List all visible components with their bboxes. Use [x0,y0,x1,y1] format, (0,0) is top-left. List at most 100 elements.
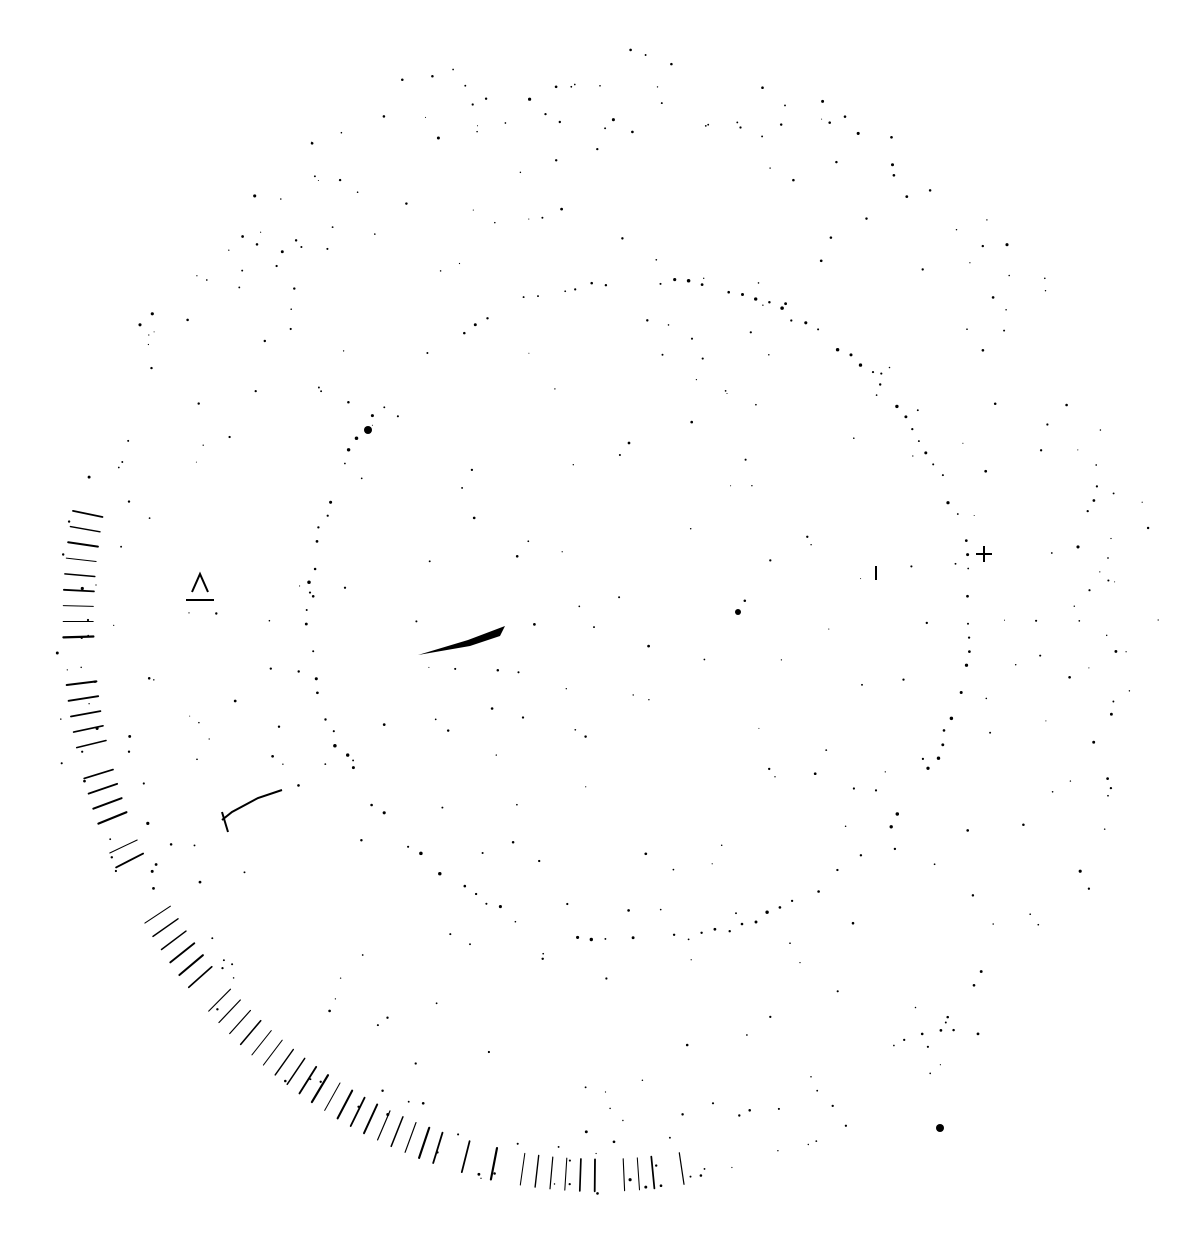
outer-ring-dot [1076,545,1080,549]
speck [939,1029,943,1032]
inner-ring-dot [790,319,793,322]
speck [352,759,355,762]
speck [317,179,319,182]
speck [1112,700,1115,703]
speck [744,458,747,461]
outer-ring-dot [127,750,131,753]
speck [921,268,924,271]
speck [446,729,450,732]
speck [920,1032,924,1036]
inner-ring-dot [700,931,703,934]
outer-tick [622,1158,626,1192]
outer-tick [418,1126,431,1159]
inner-ring-dot [486,317,489,320]
speck [1078,620,1081,622]
speck [962,442,964,444]
speck [476,125,479,127]
dot-lower-right [936,1124,944,1132]
speck [751,484,753,487]
speck [703,658,706,661]
speck [724,390,727,392]
speck [127,500,131,503]
outer-tick [208,988,232,1012]
outer-ring-dot [1107,557,1109,559]
speck [739,126,742,129]
speck [984,469,988,473]
inner-ring-dot [804,321,808,325]
speck [880,372,883,375]
speck [627,909,630,912]
inner-ring-dot [346,753,350,757]
outer-ring-dot [1114,649,1118,653]
inner-ring-dot [438,871,442,876]
speck [216,1008,219,1011]
inner-ring-dot [419,851,423,856]
speck [268,619,271,622]
speck [819,259,823,263]
speck [604,1091,607,1093]
speck [769,559,772,562]
outer-tick [65,680,98,687]
outer-ring-dot [568,1182,571,1186]
speck [810,543,812,546]
speck [1003,329,1006,332]
speck [541,957,544,961]
inner-ring-dot [895,812,900,816]
scattered-specks [60,62,1159,1195]
speck [428,560,431,563]
outer-ring-dot [986,219,988,221]
speck [605,977,608,980]
inner-ring-dot [949,716,954,721]
speck [711,1102,715,1105]
outer-ring-dot [972,983,976,987]
speck [439,270,442,272]
speck [604,127,607,130]
inner-ring-dot [305,609,308,611]
inner-ring-dot [673,278,677,282]
speck [884,771,886,773]
inner-ring-dot [768,300,771,304]
speck [703,277,705,279]
speck [382,723,386,726]
speck [1086,509,1089,513]
outer-tick [218,999,241,1024]
speck [929,1072,932,1075]
outer-ring-dot [83,779,86,783]
outer-tick [336,1089,354,1120]
inner-ring-dot [849,353,853,357]
speck [1092,499,1096,502]
speck [342,350,345,352]
outer-ring-dot [169,843,173,846]
speck [971,894,975,897]
speck [153,331,155,333]
speck [435,1002,438,1005]
speck [852,787,856,790]
inner-ring-dot [858,363,863,367]
outer-tick [75,739,107,749]
inner-ring-dot [426,352,429,354]
speck [893,847,897,851]
outer-ring-dot [628,1178,632,1182]
speck [893,1044,895,1047]
outer-ring-dot [558,120,561,124]
speck [746,1034,748,1036]
speck [774,776,776,778]
outer-tick [178,954,204,977]
speck [1069,780,1072,782]
speck [933,863,936,866]
speck [222,959,225,962]
outer-ring-dot [1029,913,1032,916]
speck [1087,887,1091,890]
outer-tick [115,852,145,869]
speck [699,1174,703,1177]
outer-tick [564,1157,568,1191]
outer-tick [160,930,187,951]
speck [631,130,634,134]
outer-ring-dot [611,118,615,122]
speck [1128,690,1131,692]
speck [241,235,244,238]
outer-ring-dot [436,1151,439,1154]
speck [458,262,461,265]
outer-tick [349,1096,366,1127]
speck [148,334,150,336]
